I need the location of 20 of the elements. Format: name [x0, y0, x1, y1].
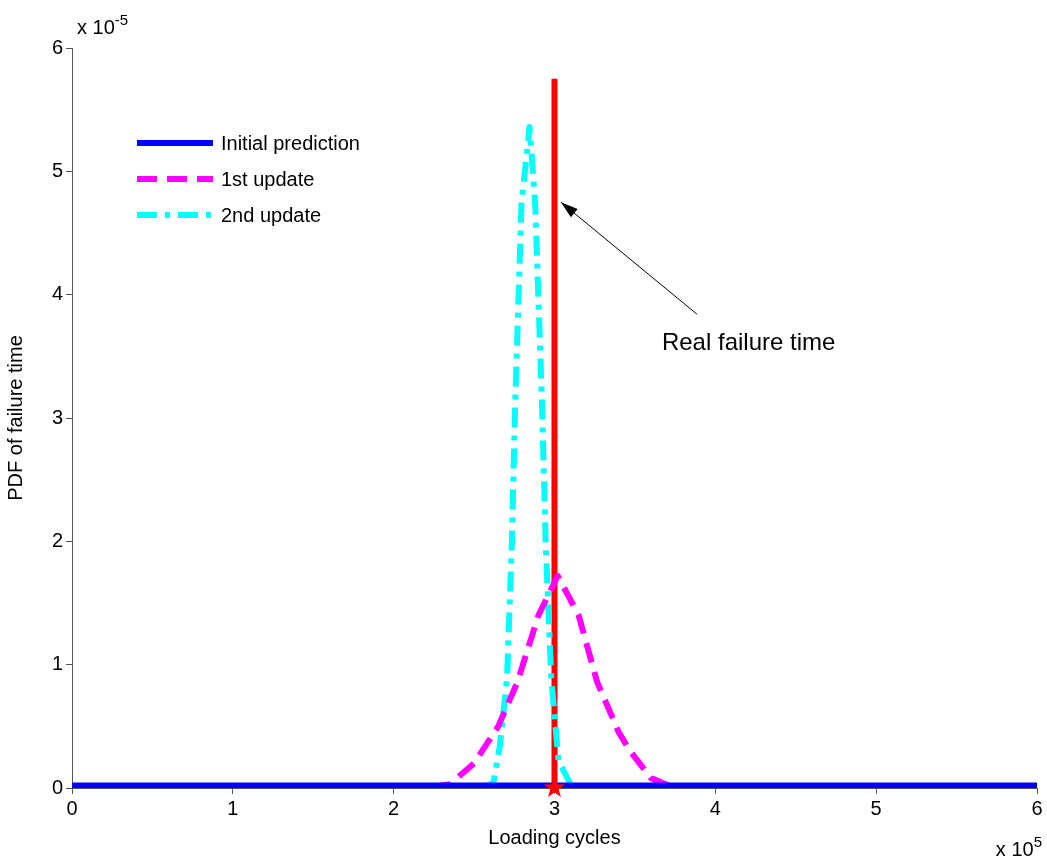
legend-label: 1st update: [221, 167, 315, 190]
y-tick-label: 4: [51, 282, 63, 305]
y-tick-label: 5: [51, 158, 63, 181]
x-tick-label: 6: [1031, 796, 1043, 819]
x-axis-title: Loading cycles: [488, 825, 621, 848]
x-tick-label: 0: [66, 796, 78, 819]
x-tick-label: 4: [709, 796, 721, 819]
y-tick-label: 0: [51, 775, 63, 798]
y-tick-label: 3: [51, 405, 63, 428]
x-tick-label: 2: [388, 796, 400, 819]
x-tick-label: 3: [548, 796, 561, 819]
legend-label: Initial prediction: [221, 131, 360, 154]
y-tick-label: 1: [51, 652, 63, 675]
y-tick-label: 2: [51, 528, 63, 551]
x-tick-label: 5: [870, 796, 882, 819]
legend-label: 2nd update: [221, 203, 322, 226]
annotation: Real failure time: [661, 328, 836, 356]
y-axis-title: PDF of failure time: [3, 335, 26, 501]
x-tick-label: 1: [227, 796, 239, 819]
y-tick-label: 6: [51, 35, 63, 58]
